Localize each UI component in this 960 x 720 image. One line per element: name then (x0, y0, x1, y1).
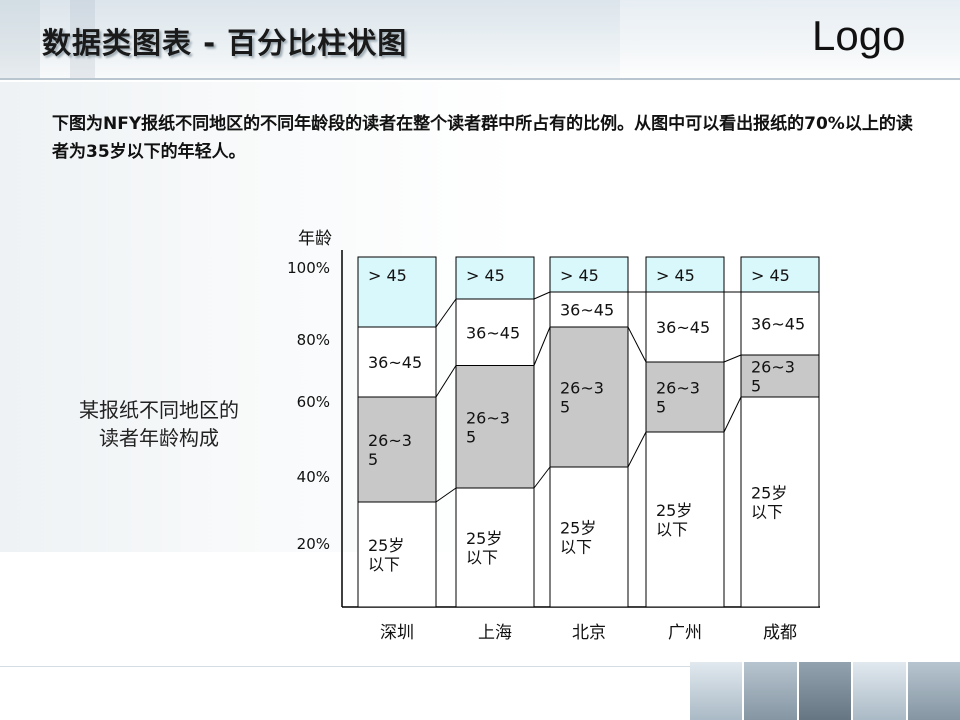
description-text: 下图为NFY报纸不同地区的不同年龄段的读者在整个读者群中所占有的比例。从图中可以… (52, 114, 913, 162)
footer-photo (853, 662, 906, 720)
bar-segment (645, 256, 725, 293)
bar-segment (645, 431, 725, 608)
footer-photo (907, 662, 960, 720)
segment-label: 26~3 5 (466, 408, 510, 446)
bar-segment (455, 298, 535, 366)
logo: Logo (812, 12, 906, 59)
footer-photo (744, 662, 797, 720)
x-tick-label: 上海 (478, 623, 512, 643)
connector-line (533, 291, 551, 300)
segment-label: 26~3 5 (560, 379, 604, 417)
bar-segment (455, 365, 535, 489)
chart-side-caption: 某报纸不同地区的读者年龄构成 (79, 398, 239, 450)
bar-segment (549, 466, 629, 608)
header-divider (0, 78, 960, 80)
connector-line (723, 354, 742, 363)
x-tick-label: 北京 (572, 623, 606, 643)
x-tick-label: 成都 (763, 623, 797, 643)
segment-label: 36~45 (751, 315, 805, 334)
segment-label: 36~45 (656, 318, 710, 337)
bar-segment (455, 256, 535, 300)
y-tick-label: 20% (297, 535, 330, 553)
segment-label: 26~3 5 (751, 358, 795, 396)
connector-line (627, 326, 647, 363)
page-title: 数据类图表 - 百分比柱状图 (42, 26, 408, 60)
x-tick-label: 深圳 (380, 623, 414, 643)
y-tick-label: 60% (297, 393, 330, 411)
footer-photo (798, 662, 852, 720)
bar-segment (740, 256, 820, 293)
bar-segment (357, 396, 437, 503)
connector-line (627, 431, 647, 468)
x-tick-label: 广州 (668, 623, 702, 643)
segment-label: > 45 (751, 266, 790, 285)
connector-line (723, 396, 742, 433)
segment-label: > 45 (560, 266, 599, 285)
y-tick-label: 80% (297, 331, 330, 349)
segment-label: 25岁以下 (560, 519, 596, 557)
segment-label: > 45 (368, 266, 407, 285)
bar-segment (549, 291, 629, 328)
segment-label: 26~3 5 (368, 431, 412, 469)
y-axis-label: 年龄 (298, 229, 332, 249)
segment-label: > 45 (466, 266, 505, 285)
segment-label: 25岁以下 (368, 536, 404, 574)
y-tick-label: 40% (297, 468, 330, 486)
connector-line (435, 487, 457, 503)
segment-label: 25岁以下 (656, 501, 692, 539)
bar-segment (549, 326, 629, 468)
bar-segment (740, 396, 820, 608)
segment-label: 25岁以下 (466, 529, 502, 567)
bar-segment (740, 354, 820, 398)
bar-segment (357, 326, 437, 398)
segment-label: 36~45 (560, 301, 614, 320)
bar-segment (549, 256, 629, 293)
header-background (0, 0, 960, 82)
connector-line (435, 365, 457, 398)
bar-segment (645, 291, 725, 363)
connector-line (435, 298, 457, 328)
segment-label: 36~45 (466, 323, 520, 342)
footer-photo (690, 662, 743, 720)
bar-segment (645, 361, 725, 433)
connector-line (533, 466, 551, 489)
connector-line (533, 326, 551, 366)
segment-label: 26~3 5 (656, 379, 700, 417)
bar-segment (357, 256, 437, 328)
segment-label: 25岁以下 (751, 484, 787, 522)
y-tick-label: 100% (287, 259, 330, 277)
footer-photo-strip (690, 662, 960, 720)
bar-segment (455, 487, 535, 608)
footer-divider (0, 666, 690, 667)
segment-label: 36~45 (368, 353, 422, 372)
segment-label: > 45 (656, 266, 695, 285)
bar-segment (740, 291, 820, 356)
header-photo (0, 0, 620, 78)
